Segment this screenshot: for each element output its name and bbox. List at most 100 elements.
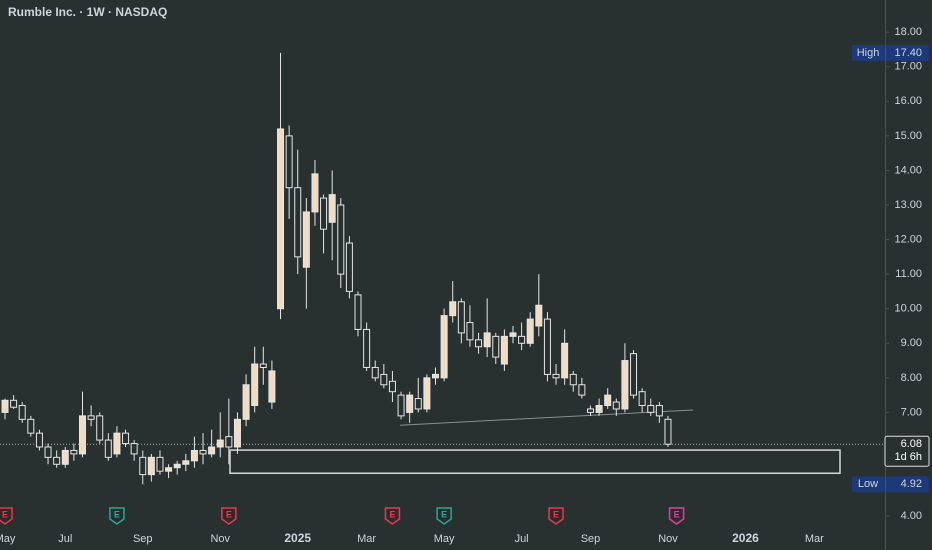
earnings-marker bbox=[384, 507, 401, 525]
candle-body bbox=[199, 449, 207, 455]
candle-body bbox=[10, 399, 18, 408]
candle-body bbox=[268, 370, 276, 403]
candle-body bbox=[78, 415, 86, 455]
low_marker-value-tag bbox=[886, 476, 929, 493]
earnings-label: E bbox=[674, 509, 680, 519]
candle-body bbox=[500, 335, 508, 365]
trendline bbox=[399, 409, 694, 426]
candle-body bbox=[156, 456, 164, 472]
y-tick-label: 12.00 bbox=[894, 233, 922, 245]
candle-body bbox=[380, 373, 388, 386]
candle-body bbox=[483, 332, 491, 348]
x-tick-label: Jul bbox=[515, 533, 529, 545]
candle-body bbox=[363, 328, 371, 368]
candle-body bbox=[630, 353, 638, 396]
low_marker-value: 4.92 bbox=[901, 478, 922, 490]
candle-body bbox=[18, 404, 26, 420]
candle-body bbox=[604, 394, 612, 406]
candle-body bbox=[122, 432, 130, 445]
x-tick-label: Jul bbox=[58, 533, 72, 545]
y-tick-label: 10.00 bbox=[894, 303, 922, 315]
candle-body bbox=[354, 294, 362, 330]
candle-body bbox=[70, 449, 78, 455]
candle-body bbox=[242, 384, 250, 420]
last-price-countdown: 1d 6h bbox=[894, 451, 922, 463]
candle-body bbox=[1, 399, 9, 413]
axes: 4.005.006.007.008.009.0010.0011.0012.001… bbox=[0, 26, 930, 545]
candle-body bbox=[578, 384, 586, 396]
candle-body bbox=[345, 242, 353, 292]
candle-body bbox=[182, 460, 190, 465]
candle-body bbox=[104, 439, 112, 458]
x-tick-label: Nov bbox=[210, 533, 230, 545]
candle-body bbox=[259, 363, 267, 368]
y-tick-label: 13.00 bbox=[894, 199, 922, 211]
candle-body bbox=[225, 436, 233, 448]
candle-body bbox=[492, 335, 500, 358]
x-tick-label: Sep bbox=[581, 533, 601, 545]
candle-body bbox=[277, 128, 285, 310]
candle-body bbox=[664, 418, 672, 445]
y-tick-label: 9.00 bbox=[901, 337, 922, 349]
last-price-value: 6.08 bbox=[901, 438, 922, 450]
candle-body bbox=[371, 366, 379, 379]
earnings-label: E bbox=[226, 509, 232, 519]
candle-body bbox=[561, 342, 569, 379]
earnings-label: E bbox=[553, 509, 559, 519]
candle-body bbox=[251, 363, 259, 406]
earnings-label: E bbox=[389, 509, 395, 519]
x-tick-label: 2026 bbox=[732, 531, 759, 545]
candle-body bbox=[414, 398, 422, 410]
y-tick-label: 17.00 bbox=[894, 61, 922, 73]
x-tick-label: May bbox=[0, 533, 16, 545]
candle-body bbox=[208, 446, 216, 455]
candle-body bbox=[397, 394, 405, 417]
candle-body bbox=[595, 404, 603, 413]
candle-body bbox=[165, 467, 173, 472]
high_marker-value: 17.40 bbox=[894, 47, 922, 59]
candle-body bbox=[621, 360, 629, 410]
candle-body bbox=[638, 391, 646, 406]
candle-body bbox=[44, 446, 52, 458]
candle-body bbox=[509, 332, 517, 337]
candle-body bbox=[526, 318, 534, 344]
candle-body bbox=[612, 401, 620, 410]
zone bbox=[229, 449, 841, 475]
y-tick-label: 14.00 bbox=[894, 164, 922, 176]
candle-body bbox=[552, 373, 560, 379]
earnings-marker bbox=[109, 507, 125, 525]
low_marker-tag bbox=[852, 476, 885, 493]
candle-body bbox=[311, 173, 319, 213]
candle-body bbox=[535, 304, 543, 327]
y-tick-label: 18.00 bbox=[894, 26, 922, 38]
x-tick-label: 2025 bbox=[284, 531, 311, 545]
candle-body bbox=[466, 322, 474, 341]
candle-body bbox=[655, 404, 663, 417]
candle-body bbox=[432, 373, 439, 379]
earnings-marker bbox=[548, 507, 564, 525]
candle-body bbox=[337, 204, 345, 275]
earnings-label: E bbox=[2, 509, 8, 519]
high_marker-tag bbox=[852, 44, 885, 61]
candle-body bbox=[457, 301, 465, 334]
candle-body bbox=[586, 408, 594, 413]
earnings-marker bbox=[436, 507, 452, 525]
candle-body bbox=[96, 415, 104, 441]
earnings-marker bbox=[668, 507, 685, 525]
candle-body bbox=[190, 449, 198, 462]
candle-body bbox=[285, 135, 293, 189]
x-tick-label: Mar bbox=[357, 533, 376, 545]
candle-body bbox=[543, 318, 551, 375]
candle-body bbox=[475, 339, 483, 348]
earnings-label: E bbox=[114, 509, 120, 519]
candle-body bbox=[406, 394, 414, 413]
candle-body bbox=[53, 456, 61, 465]
candle-body bbox=[328, 194, 336, 223]
candle-body bbox=[87, 415, 95, 420]
candle-body bbox=[423, 377, 431, 410]
earnings-marker bbox=[221, 507, 237, 525]
